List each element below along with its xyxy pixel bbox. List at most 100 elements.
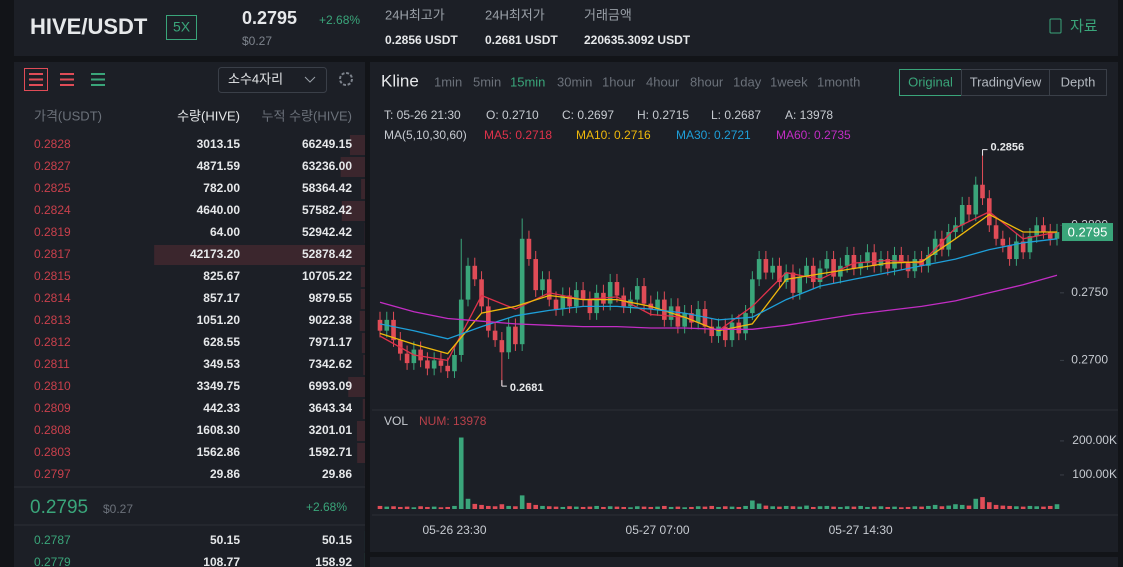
order-price[interactable]: 0.2810 (34, 379, 71, 393)
order-amount[interactable]: 349.53 (203, 357, 240, 371)
order-amount[interactable]: 42173.20 (190, 247, 240, 261)
order-total[interactable]: 6993.09 (309, 379, 353, 393)
order-amount[interactable]: 1608.30 (197, 423, 241, 437)
interval-tab[interactable]: 1week (770, 74, 808, 89)
depth-bar (364, 553, 365, 567)
interval-tab[interactable]: 1min (434, 74, 462, 89)
order-total[interactable]: 158.92 (315, 555, 352, 567)
order-price[interactable]: 0.2779 (34, 555, 71, 567)
candle-body (479, 279, 484, 307)
order-amount[interactable]: 108.77 (203, 555, 240, 567)
volume-bar (506, 505, 511, 509)
order-total[interactable]: 63236.00 (302, 159, 352, 173)
order-total[interactable]: 57582.42 (302, 203, 352, 217)
order-total[interactable]: 3643.34 (309, 401, 353, 415)
order-amount[interactable]: 1051.20 (197, 313, 241, 327)
order-total[interactable]: 10705.22 (302, 269, 352, 283)
order-total[interactable]: 9879.55 (309, 291, 353, 305)
order-price[interactable]: 0.2809 (34, 401, 71, 415)
interval-tab[interactable]: 30min (557, 74, 592, 89)
order-price[interactable]: 0.2815 (34, 269, 71, 283)
order-amount[interactable]: 64.00 (210, 225, 240, 239)
order-total[interactable]: 66249.15 (302, 137, 352, 151)
precision-select[interactable] (218, 67, 327, 93)
settings[interactable] (339, 72, 353, 86)
order-total[interactable]: 52878.42 (302, 247, 352, 261)
icon-frame[interactable] (24, 68, 48, 91)
interval-tab[interactable]: 5min (473, 74, 501, 89)
interval-tab[interactable]: 1month (817, 74, 860, 89)
view-button[interactable] (1049, 69, 1107, 96)
order-amount[interactable]: 3013.15 (197, 137, 241, 151)
interval-tab[interactable]: 15min (510, 74, 545, 89)
candle-body (1014, 241, 1019, 260)
volume-bar (621, 506, 627, 509)
leverage-box[interactable] (166, 15, 197, 40)
order-total[interactable]: 52942.42 (302, 225, 352, 239)
view-label[interactable]: Depth (1061, 74, 1096, 89)
volume-bar (702, 506, 708, 509)
order-amount[interactable]: 1562.86 (197, 445, 241, 459)
volume-bar (729, 506, 735, 509)
volume-bar (878, 506, 884, 509)
docs-icon[interactable] (1049, 18, 1062, 34)
view-label[interactable]: TradingView (970, 74, 1042, 89)
order-price[interactable]: 0.2817 (34, 247, 71, 261)
caret[interactable] (304, 76, 316, 83)
order-price[interactable]: 0.2814 (34, 291, 71, 305)
candle-body (533, 259, 539, 291)
volume-bar (1034, 506, 1039, 509)
depth-bar (340, 157, 365, 177)
order-total[interactable]: 3201.01 (309, 423, 353, 437)
order-amount[interactable]: 29.86 (210, 467, 240, 481)
interval-tab[interactable]: 4hour (646, 74, 680, 89)
volume-bar (594, 505, 599, 509)
order-amount[interactable]: 825.67 (203, 269, 240, 283)
order-total[interactable]: 9022.38 (309, 313, 353, 327)
precision[interactable]: 소수4자리 (228, 71, 283, 86)
order-total[interactable]: 1592.71 (309, 445, 353, 459)
order-price[interactable]: 0.2819 (34, 225, 71, 239)
order-total[interactable]: 50.15 (322, 533, 352, 547)
view-label[interactable]: Original (908, 74, 953, 89)
order-amount[interactable]: 442.33 (203, 401, 240, 415)
order-price[interactable]: 0.2787 (34, 533, 71, 547)
interval-tab[interactable]: 8hour (690, 74, 724, 89)
order-amount[interactable]: 857.17 (203, 291, 240, 305)
order-total[interactable]: 58364.42 (302, 181, 352, 195)
leverage[interactable]: 5X (173, 19, 191, 35)
candle-body (736, 322, 742, 334)
order-amount[interactable]: 782.00 (203, 181, 240, 195)
view-icons[interactable] (24, 68, 106, 91)
interval-tab[interactable]: 1day (733, 74, 762, 89)
order-price[interactable]: 0.2824 (34, 203, 71, 217)
order-price[interactable]: 0.2825 (34, 181, 71, 195)
order-amount[interactable]: 628.55 (203, 335, 240, 349)
icon[interactable] (60, 73, 74, 86)
order-amount[interactable]: 3349.75 (197, 379, 241, 393)
order-price[interactable]: 0.2808 (34, 423, 71, 437)
order-amount[interactable]: 4871.59 (197, 159, 241, 173)
order-total[interactable]: 29.86 (322, 467, 352, 481)
order-price[interactable]: 0.2803 (34, 445, 71, 459)
order-price[interactable]: 0.2813 (34, 313, 71, 327)
order-price[interactable]: 0.2812 (34, 335, 71, 349)
volume-bar (398, 506, 403, 509)
icon[interactable] (91, 73, 105, 86)
stat-value: 0.2681 USDT (485, 33, 558, 47)
icon[interactable] (29, 73, 43, 86)
docs-link[interactable]: 자료 (1070, 18, 1098, 35)
candle-body (418, 349, 423, 361)
volume-bar (546, 506, 552, 509)
order-price[interactable]: 0.2827 (34, 159, 71, 173)
order-total[interactable]: 7971.17 (309, 335, 353, 349)
order-total[interactable]: 7342.62 (309, 357, 353, 371)
order-price[interactable]: 0.2811 (34, 357, 70, 371)
candle-body (1000, 238, 1006, 246)
interval-tab[interactable]: 1hour (602, 74, 636, 89)
candle-body (431, 360, 437, 369)
order-price[interactable]: 0.2797 (34, 467, 71, 481)
order-amount[interactable]: 50.15 (210, 533, 240, 547)
order-amount[interactable]: 4640.00 (197, 203, 241, 217)
order-price[interactable]: 0.2828 (34, 137, 71, 151)
